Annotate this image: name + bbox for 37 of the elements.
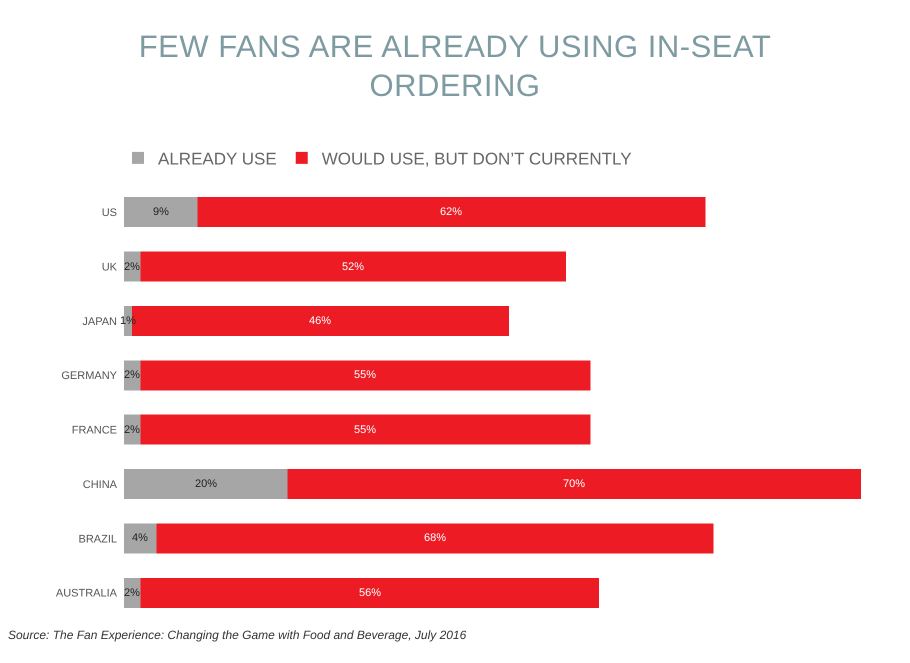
- bar: [140, 252, 566, 282]
- data-label: 56%: [359, 587, 382, 599]
- bar: [124, 469, 288, 500]
- data-label: 68%: [424, 532, 446, 544]
- legend-label: WOULD USE, BUT DON’T CURRENTLY: [322, 149, 632, 168]
- y-tick-label: UK: [102, 261, 118, 274]
- data-label: 62%: [440, 206, 462, 218]
- data-label: 9%: [153, 206, 170, 218]
- bar: [140, 360, 591, 390]
- source-note: Source: The Fan Experience: Changing the Game with Food and Beverage, July 2016: [8, 628, 468, 642]
- data-label: 2%: [124, 424, 140, 436]
- data-label: 2%: [124, 261, 140, 273]
- data-label: 20%: [195, 478, 218, 490]
- bar: [288, 469, 861, 500]
- data-label: 2%: [124, 587, 140, 599]
- bar: [140, 578, 599, 608]
- data-label: 55%: [354, 424, 376, 436]
- data-label: 70%: [563, 478, 586, 490]
- data-label: 52%: [342, 261, 364, 273]
- data-label: 2%: [124, 369, 140, 381]
- data-label: 55%: [354, 369, 376, 381]
- bar: [140, 414, 591, 445]
- y-tick-label: JAPAN: [82, 316, 118, 328]
- bar: [198, 197, 706, 228]
- y-tick-label: FRANCE: [72, 424, 117, 437]
- bar: [124, 197, 198, 228]
- y-tick-label: AUSTRALIA: [56, 588, 118, 600]
- y-tick-label: GERMANY: [61, 370, 118, 382]
- y-tick-label: US: [102, 207, 117, 220]
- chart-title: FEW FANS ARE ALREADY USING IN-SEAT ORDERING: [138, 28, 772, 105]
- bar: [156, 523, 714, 554]
- data-label: 46%: [309, 315, 332, 327]
- bar: [124, 523, 157, 554]
- data-label: 4%: [132, 532, 148, 544]
- legend-label: ALREADY USE: [158, 149, 277, 168]
- y-tick-label: BRAZIL: [78, 533, 117, 546]
- y-tick-label: CHINA: [82, 478, 118, 491]
